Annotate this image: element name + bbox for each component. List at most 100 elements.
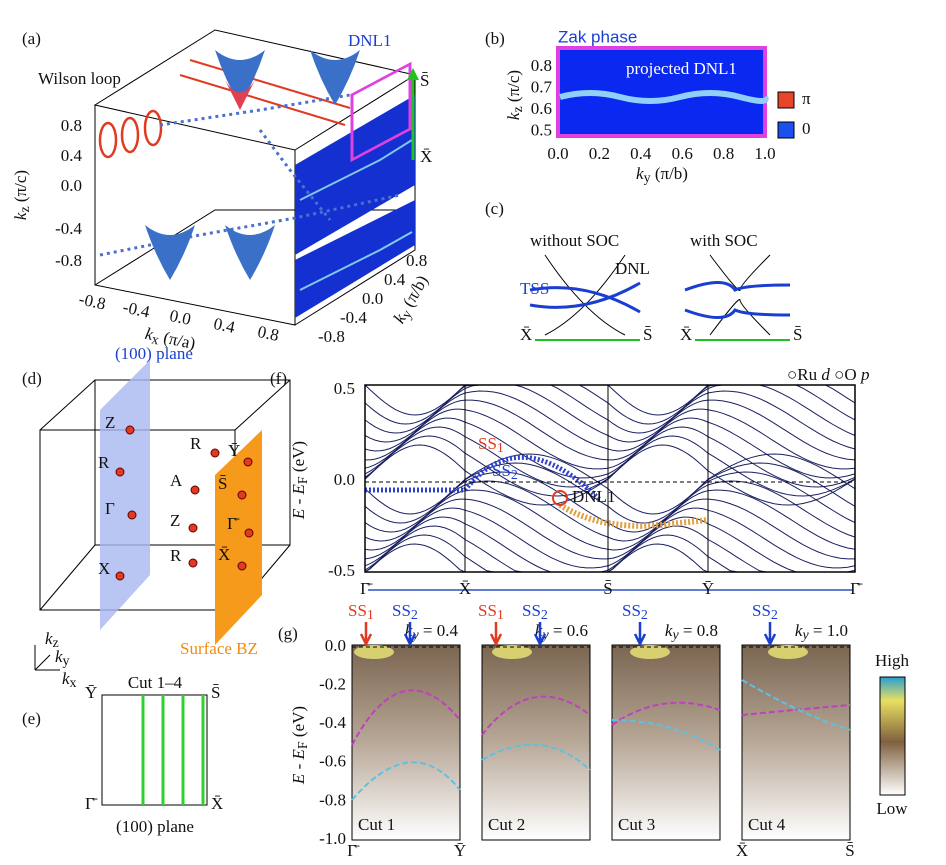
ky-value: = 0.8 — [679, 621, 718, 640]
point-label: Z — [170, 511, 180, 530]
cone — [145, 225, 195, 280]
wilson-loop — [120, 116, 140, 154]
path-label: Ȳ — [702, 579, 714, 598]
band — [709, 254, 771, 336]
point-label: R — [170, 546, 182, 565]
ss-marker: SS1 — [348, 601, 374, 623]
axis-sub: z — [18, 206, 33, 212]
tick-label: -0.4 — [55, 219, 82, 238]
annotation: X̄ — [420, 147, 432, 166]
ss-sub: 2 — [411, 608, 418, 623]
wilson-loop — [98, 121, 118, 159]
loop-line — [189, 59, 351, 109]
cut-line — [141, 695, 205, 805]
point-label: R — [190, 434, 202, 453]
band — [464, 489, 609, 550]
axis-text: k — [62, 669, 70, 688]
axis-label: E - EF (eV) — [289, 441, 311, 520]
legend-label: π — [802, 89, 811, 108]
panel-label: (e) — [22, 709, 41, 728]
tick-label: -0.6 — [319, 752, 346, 771]
intensity — [354, 645, 394, 659]
legend: ○Ru d ○O p — [787, 365, 869, 384]
band — [707, 470, 856, 506]
tick-label: -0.4 — [319, 713, 346, 732]
band — [707, 539, 855, 573]
ss-arrow — [533, 622, 547, 647]
legend-swatch — [777, 91, 795, 109]
axis-label: ky — [55, 647, 70, 669]
bz-point — [125, 425, 135, 435]
point-label: R — [98, 453, 110, 472]
band — [364, 507, 466, 567]
ss-sub: 2 — [641, 608, 648, 623]
annotation: TSS — [520, 279, 549, 298]
ky-value: = 0.4 — [419, 621, 459, 640]
tick-label: 0.5 — [531, 120, 552, 139]
legend-name: O — [844, 365, 861, 384]
axis-text: k — [45, 629, 53, 648]
ss-arrow — [489, 622, 503, 647]
corner: Ȳ — [85, 683, 97, 702]
tick-label: -0.4 — [121, 297, 152, 321]
tick-label: 0.8 — [256, 322, 281, 345]
band — [364, 388, 466, 443]
axis-label: kz (π/c) — [504, 70, 526, 120]
tick-label: 0.4 — [61, 146, 83, 165]
intensity — [492, 645, 532, 659]
tick-label: 0.4 — [212, 314, 237, 337]
plot-frame — [364, 384, 856, 573]
axis-label: ky (π/b) — [636, 164, 688, 186]
axis-sub: y — [63, 654, 70, 669]
cones — [145, 50, 360, 280]
wilson-map-bottom — [295, 200, 415, 318]
annotation: (100) plane — [115, 344, 193, 363]
band — [707, 390, 856, 450]
band — [464, 480, 609, 538]
axis-text: (π/b) — [651, 164, 688, 183]
surface-state — [558, 502, 709, 529]
tick-label: 0.0 — [547, 144, 568, 163]
bz-edge — [39, 379, 291, 611]
path-label: S̄ — [603, 579, 612, 598]
tick-label: -1.0 — [319, 829, 346, 848]
corner: X̄ — [211, 794, 223, 813]
end-label: S̄ — [845, 841, 854, 860]
tick-label: -0.8 — [77, 289, 107, 313]
band-fit — [611, 719, 721, 751]
bz-point — [127, 510, 137, 520]
ss-marker: SS2 — [752, 601, 778, 623]
band — [464, 498, 608, 560]
panel-d: (d) (100) plane Surface BZ kz ky kx — [22, 344, 291, 691]
corner: Γ̄ — [85, 794, 98, 813]
ss-marker: SS1 — [478, 601, 504, 623]
bands — [364, 384, 856, 573]
panel-a: (a) Wilson loop DNL1 S̄ X̄ kz (π/c) kx (… — [11, 29, 432, 353]
title: with SOC — [690, 231, 758, 250]
band-fit — [611, 701, 721, 726]
arpes-map — [481, 644, 591, 841]
ky-label: ky = 0.8 — [665, 621, 718, 643]
highlight — [350, 61, 412, 163]
cut-label: Cut 2 — [488, 815, 525, 834]
band-fit — [351, 761, 461, 801]
arpes-map — [741, 644, 851, 841]
end-label: X̄ — [680, 325, 692, 344]
tick-label: 0.7 — [531, 77, 553, 96]
ss-sub: 1 — [367, 608, 374, 623]
ky-value: = 0.6 — [549, 621, 588, 640]
ss-text: SS — [622, 601, 641, 620]
legend-name: Ru — [797, 365, 821, 384]
bz-point — [115, 467, 125, 477]
arpes-map — [351, 644, 461, 841]
band-fit — [741, 679, 851, 731]
bz-point — [210, 448, 220, 458]
tick-label: 0.8 — [61, 116, 82, 135]
bz-point — [237, 490, 247, 500]
band — [464, 471, 609, 524]
wilson-loop — [143, 109, 163, 147]
tick-label: 0.2 — [589, 144, 610, 163]
band — [707, 421, 856, 479]
projected-dnl — [559, 90, 769, 104]
point-label: A — [170, 471, 183, 490]
